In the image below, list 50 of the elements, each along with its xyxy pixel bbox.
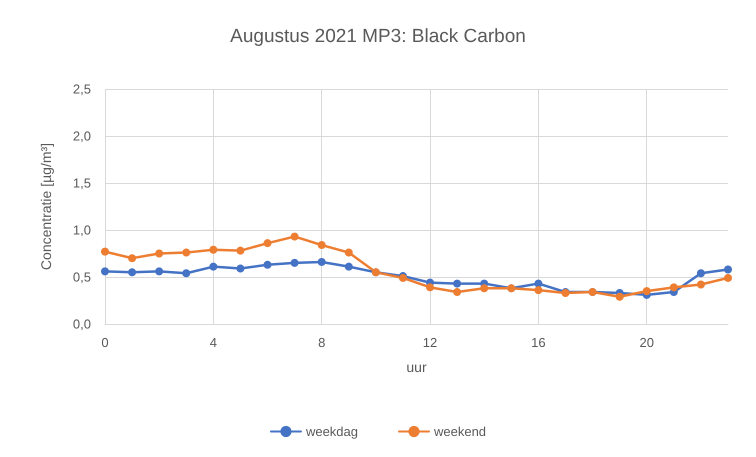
x-tick-label: 16 bbox=[531, 335, 546, 350]
point bbox=[290, 258, 299, 267]
point bbox=[724, 265, 732, 274]
point bbox=[155, 250, 164, 258]
point bbox=[453, 288, 462, 296]
point bbox=[101, 267, 109, 276]
y-axis-title: Concentratie [µg/m³] bbox=[38, 142, 54, 270]
legend-label: weekdag bbox=[304, 424, 358, 439]
point bbox=[534, 286, 542, 294]
point bbox=[209, 246, 218, 254]
point bbox=[182, 248, 190, 257]
point bbox=[290, 232, 299, 241]
point bbox=[318, 258, 326, 266]
point bbox=[128, 268, 136, 276]
point bbox=[696, 269, 705, 278]
point bbox=[318, 241, 326, 250]
point bbox=[264, 260, 272, 269]
x-tick-label: 0 bbox=[101, 335, 109, 350]
x-tick-label: 20 bbox=[640, 335, 654, 350]
y-tick-label: 2,5 bbox=[72, 82, 91, 96]
point bbox=[182, 269, 190, 278]
y-tick-label: 1,0 bbox=[72, 222, 91, 238]
point bbox=[344, 262, 353, 271]
point bbox=[236, 264, 244, 273]
point bbox=[209, 262, 218, 271]
x-tick-label: 12 bbox=[422, 335, 438, 350]
point bbox=[426, 283, 434, 292]
point bbox=[670, 283, 678, 292]
point bbox=[724, 274, 732, 282]
point bbox=[155, 267, 164, 276]
y-tick-label: 0,0 bbox=[72, 316, 91, 332]
point bbox=[344, 248, 353, 257]
point bbox=[101, 248, 109, 256]
y-tick-label: 2,0 bbox=[72, 128, 91, 144]
point bbox=[696, 280, 705, 289]
point bbox=[453, 280, 462, 288]
point bbox=[264, 239, 272, 248]
legend-label: weekend bbox=[433, 424, 486, 439]
point bbox=[236, 246, 244, 255]
x-axis-title: uur bbox=[406, 359, 427, 375]
chart-title: Augustus 2021 MP3: Black Carbon bbox=[230, 26, 526, 47]
point bbox=[642, 287, 651, 296]
y-tick-label: 0,5 bbox=[72, 270, 91, 284]
point bbox=[480, 284, 488, 292]
point bbox=[128, 254, 136, 262]
point bbox=[534, 280, 542, 288]
y-tick-label: 1,5 bbox=[72, 176, 91, 190]
x-tick-label: 4 bbox=[210, 335, 217, 350]
x-tick-label: 8 bbox=[318, 335, 326, 350]
point bbox=[616, 292, 624, 301]
